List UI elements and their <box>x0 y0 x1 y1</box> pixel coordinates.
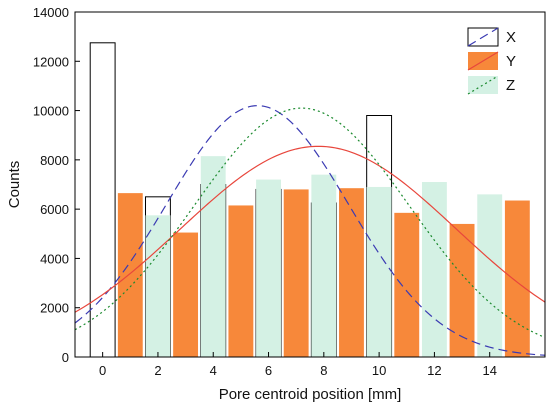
bar-y-9 <box>339 188 364 357</box>
x-tick-label: 4 <box>210 363 217 378</box>
fit-curve-z <box>74 107 546 339</box>
x-tick-label: 10 <box>372 363 386 378</box>
fit-curve-y <box>74 145 546 313</box>
legend-label-z: Z <box>506 77 515 94</box>
bar-z-8 <box>311 174 337 357</box>
bars-layer <box>89 42 530 358</box>
x-tick-label: 12 <box>427 363 441 378</box>
bar-y-15 <box>504 200 530 357</box>
y-tick-label: 14000 <box>33 5 69 20</box>
bar-z-10 <box>366 186 392 357</box>
x-tick-label: 2 <box>154 363 161 378</box>
bar-y-5 <box>228 205 254 357</box>
x-tick-label: 8 <box>320 363 327 378</box>
bar-z-6 <box>256 179 281 357</box>
bar-y-3 <box>173 232 199 357</box>
y-tick-label: 6000 <box>40 202 69 217</box>
legend-label-x: X <box>506 29 516 46</box>
y-axis-title: Counts <box>6 161 23 209</box>
legend-line-x <box>467 27 499 47</box>
y-tick-label: 0 <box>62 350 69 365</box>
x-tick-label: 6 <box>265 363 272 378</box>
bar-z-2 <box>145 215 171 357</box>
fit-curves-layer <box>74 105 546 356</box>
x-tick-label: 0 <box>99 363 106 378</box>
axis-ticks: 0 2 4 6 8 10 12 14 0 2000 4000 6000 8000 10000 12000 14… <box>33 5 497 378</box>
y-tick-label: 10000 <box>33 104 69 119</box>
plot-frame <box>74 11 546 358</box>
bar-y-11 <box>394 212 420 357</box>
bar-z-12 <box>421 182 447 357</box>
x-axis-title: Pore centroid position [mm] <box>219 386 402 403</box>
bar-z-4 <box>200 156 226 357</box>
legend-label-y: Y <box>506 53 516 70</box>
x-tick-label: 14 <box>482 363 496 378</box>
legend-line-y <box>467 51 499 71</box>
bar-y-13 <box>449 223 475 357</box>
y-tick-label: 4000 <box>40 251 69 266</box>
legend: XYZ <box>467 27 516 95</box>
bar-z-14 <box>477 194 503 357</box>
y-tick-label: 8000 <box>40 153 69 168</box>
bar-y-1 <box>117 193 143 357</box>
bar-x-0 <box>89 42 116 358</box>
fit-curve-x <box>74 105 546 356</box>
bar-y-7 <box>283 189 309 357</box>
legend-line-z <box>467 75 499 95</box>
y-tick-label: 2000 <box>40 301 69 316</box>
y-tick-label: 12000 <box>33 54 69 69</box>
